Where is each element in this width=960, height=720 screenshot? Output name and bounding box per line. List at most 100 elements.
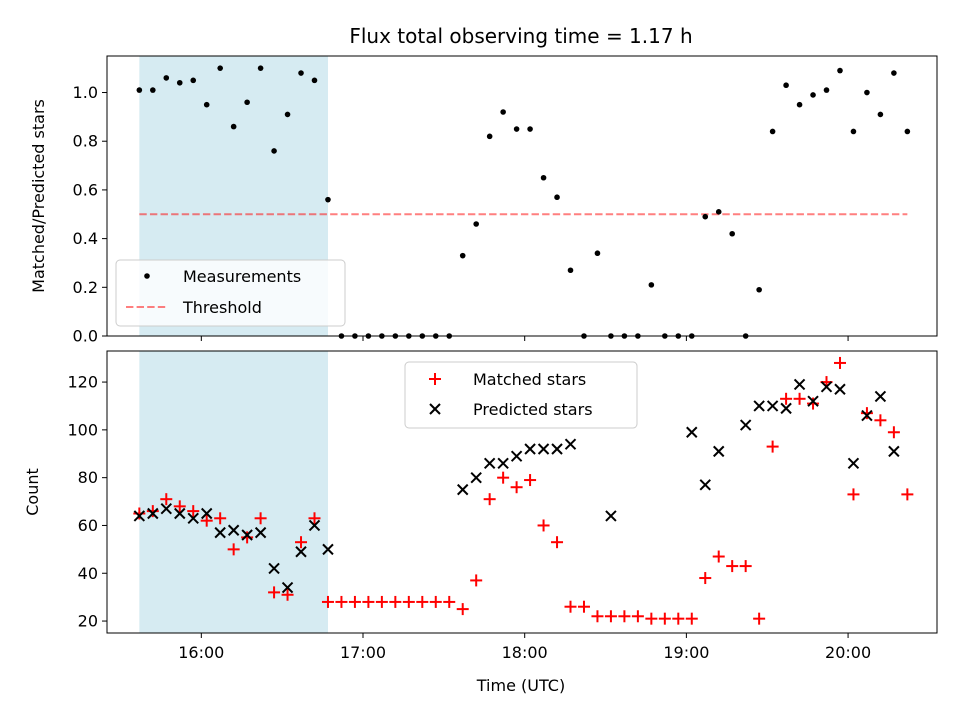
bottom-panel: 20 40 60 80 100 120 16:00 17:00 18:00 19:00 20:00… <box>23 350 938 695</box>
bottom-y-ticks: 20 40 60 80 100 120 <box>67 373 107 631</box>
legend-predicted-label: Predicted stars <box>473 400 593 419</box>
x-tick-label: 17:00 <box>340 643 386 662</box>
measurement-point <box>311 77 318 84</box>
measurement-point <box>567 267 574 274</box>
legend-measurement-marker <box>144 273 150 279</box>
predicted-star-point <box>699 479 711 491</box>
measurement-point <box>850 128 857 135</box>
predicted-star-point <box>268 562 280 575</box>
predicted-star-point <box>874 390 887 403</box>
predicted-star-point <box>470 471 482 484</box>
measurement-point <box>486 133 493 140</box>
predicted-star-point <box>147 507 159 520</box>
measurement-point <box>244 99 250 106</box>
predicted-star-point <box>888 445 900 458</box>
matched-star-point <box>402 595 415 608</box>
predicted-star-point <box>281 581 294 594</box>
measurement-point <box>756 286 762 293</box>
measurement-point <box>891 70 897 76</box>
matched-star-point <box>429 595 442 608</box>
predicted-star-point <box>686 426 698 438</box>
matched-star-point <box>537 519 550 532</box>
bottom-y-tick-label: 80 <box>78 468 98 487</box>
predicted-star-point <box>457 483 469 496</box>
bottom-shaded-span <box>139 351 328 633</box>
matched-star-point <box>483 493 496 506</box>
legend-matched-label: Matched stars <box>473 370 586 389</box>
matched-star-point <box>645 612 658 625</box>
measurement-point <box>203 101 210 108</box>
matched-star-point <box>739 560 752 573</box>
matched-star-point <box>551 536 564 549</box>
bottom-y-tick-label: 100 <box>67 420 98 439</box>
predicted-star-point <box>753 400 765 412</box>
matched-star-point <box>443 595 456 608</box>
matched-star-point <box>766 440 779 453</box>
predicted-star-point <box>861 409 873 422</box>
x-tick-label: 20:00 <box>825 643 871 662</box>
predicted-star-point <box>133 510 146 522</box>
matched-star-point <box>321 595 334 608</box>
top-y-tick-label: 0.2 <box>73 278 98 297</box>
measurement-point <box>796 101 803 108</box>
matched-star-point <box>375 595 388 608</box>
measurement-point <box>217 65 223 71</box>
predicted-star-point <box>564 438 577 450</box>
predicted-star-point <box>537 443 550 455</box>
measurement-point <box>769 128 776 135</box>
measurement-point <box>823 87 830 93</box>
matched-star-point <box>281 588 294 601</box>
predicted-star-point <box>807 395 819 407</box>
matched-star-point <box>793 392 806 405</box>
measurement-point <box>298 70 304 76</box>
x-axis-label: Time (UTC) <box>476 676 565 695</box>
matched-star-point <box>699 572 712 585</box>
matched-star-point <box>631 610 644 623</box>
measurement-point <box>136 87 143 93</box>
bottom-y-tick-label: 20 <box>78 612 98 631</box>
measurement-points <box>136 65 911 339</box>
measurement-point <box>150 87 156 93</box>
measurement-point <box>459 252 466 259</box>
measurement-point <box>257 65 264 71</box>
matched-star-point <box>200 514 213 527</box>
matched-star-point <box>887 426 900 439</box>
measurement-point <box>540 174 547 181</box>
predicted-star-point <box>187 512 199 524</box>
measurement-point <box>513 126 520 132</box>
matched-star-point <box>577 600 590 613</box>
predicted-star-point <box>766 400 779 412</box>
measurement-point <box>594 250 601 257</box>
matched-star-point <box>133 507 146 520</box>
matched-star-point <box>348 595 361 608</box>
matched-star-point <box>456 603 469 616</box>
measurement-point <box>810 92 816 98</box>
predicted-star-point <box>551 443 563 455</box>
measurement-point <box>271 148 277 154</box>
matched-star-point <box>416 595 429 608</box>
measurement-point <box>648 282 655 288</box>
x-tick-label: 16:00 <box>178 643 224 662</box>
matched-star-point <box>173 500 186 513</box>
predicted-star-point <box>847 457 860 470</box>
measurement-point <box>473 221 479 227</box>
matched-star-point <box>591 610 604 623</box>
top-y-tick-label: 0.8 <box>73 132 98 151</box>
top-y-axis-label: Matched/Predicted stars <box>29 99 48 293</box>
chart-title: Flux total observing time = 1.17 h <box>349 24 692 48</box>
matched-star-point <box>604 610 617 623</box>
matched-star-point <box>254 512 267 525</box>
matched-star-point <box>874 414 887 427</box>
legend-threshold-label: Threshold <box>182 298 262 317</box>
predicted-star-point <box>174 507 186 520</box>
matched-star-point <box>901 488 914 501</box>
matched-star-point <box>470 574 483 587</box>
matched-star-point <box>187 505 200 518</box>
predicted-star-point <box>510 450 523 462</box>
matched-star-point <box>497 471 510 484</box>
predicted-star-point <box>160 503 172 515</box>
matched-star-point <box>753 612 766 625</box>
matched-star-point <box>658 612 671 625</box>
measurement-point <box>190 77 197 84</box>
